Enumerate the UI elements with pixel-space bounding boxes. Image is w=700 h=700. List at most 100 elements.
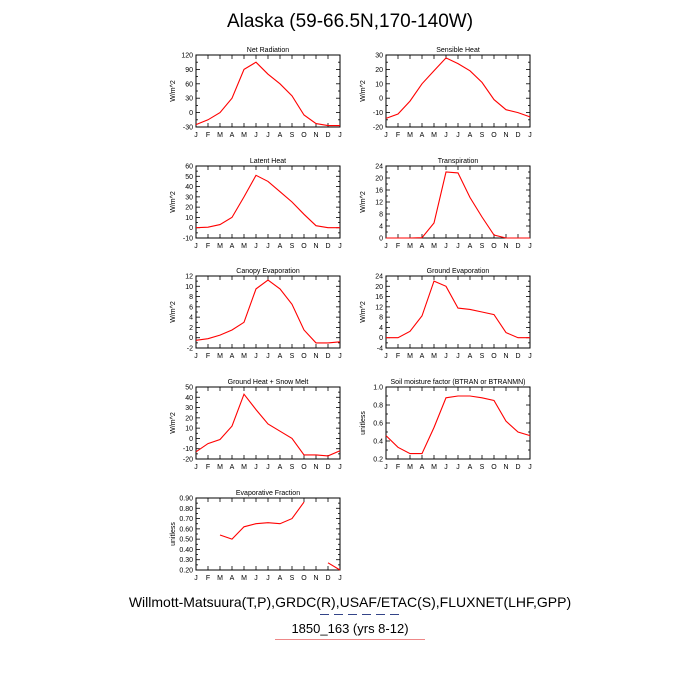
x-tick-label: A bbox=[278, 132, 283, 139]
series-line bbox=[195, 61, 340, 127]
x-tick-label: J bbox=[528, 353, 532, 360]
x-tick-label: D bbox=[515, 464, 520, 471]
series-line bbox=[195, 393, 341, 457]
y-tick-label: 30 bbox=[185, 96, 193, 103]
x-tick-label: J bbox=[254, 243, 258, 250]
y-tick-label: 12 bbox=[185, 274, 193, 281]
y-tick-label: 16 bbox=[375, 294, 383, 301]
y-tick-label: 12 bbox=[375, 200, 383, 207]
y-tick-label: 24 bbox=[375, 164, 383, 171]
panel-title: Soil moisture factor (BTRAN or BTRANMN) bbox=[391, 379, 526, 386]
x-tick-label: D bbox=[515, 243, 520, 250]
y-tick-label: 60 bbox=[185, 164, 193, 171]
y-tick-label: 0.30 bbox=[179, 557, 193, 564]
y-tick-label: 10 bbox=[185, 426, 193, 433]
y-tick-label: 4 bbox=[379, 325, 383, 332]
y-tick-label: 40 bbox=[185, 395, 193, 402]
caption-underline-dash bbox=[390, 614, 399, 615]
x-tick-label: M bbox=[407, 132, 413, 139]
x-tick-label: M bbox=[241, 575, 247, 582]
y-tick-label: 0.70 bbox=[179, 516, 193, 523]
x-tick-label: M bbox=[431, 464, 437, 471]
x-tick-label: J bbox=[194, 464, 198, 471]
x-tick-label: O bbox=[301, 464, 307, 471]
y-tick-label: 0 bbox=[189, 110, 193, 117]
x-tick-label: A bbox=[230, 575, 235, 582]
x-tick-label: O bbox=[301, 243, 307, 250]
y-tick-label: 0.2 bbox=[373, 457, 383, 464]
y-tick-label: -2 bbox=[187, 346, 193, 353]
series-line bbox=[385, 395, 531, 455]
x-tick-label: J bbox=[456, 353, 460, 360]
x-tick-label: F bbox=[206, 464, 210, 471]
x-tick-label: F bbox=[396, 132, 400, 139]
x-tick-label: M bbox=[431, 353, 437, 360]
x-tick-label: S bbox=[480, 132, 485, 139]
y-tick-label: 0.20 bbox=[179, 568, 193, 575]
y-tick-label: 20 bbox=[185, 205, 193, 212]
y-tick-label: 30 bbox=[375, 53, 383, 60]
y-tick-label: 20 bbox=[375, 176, 383, 183]
x-tick-label: D bbox=[325, 243, 330, 250]
y-tick-label: -20 bbox=[183, 457, 193, 464]
x-tick-label: J bbox=[254, 132, 258, 139]
data-sources-caption: Willmott-Matsuura(T,P),GRDC(R),USAF/ETAC… bbox=[128, 594, 572, 610]
x-tick-label: J bbox=[194, 132, 198, 139]
y-tick-label: 90 bbox=[185, 67, 193, 74]
x-tick-label: M bbox=[407, 353, 413, 360]
x-tick-label: M bbox=[407, 464, 413, 471]
x-tick-label: S bbox=[480, 353, 485, 360]
x-tick-label: O bbox=[491, 464, 497, 471]
x-tick-label: J bbox=[444, 132, 448, 139]
x-tick-label: O bbox=[491, 132, 497, 139]
x-tick-label: M bbox=[217, 575, 223, 582]
y-tick-label: 4 bbox=[189, 315, 193, 322]
x-tick-label: D bbox=[325, 132, 330, 139]
x-tick-label: S bbox=[290, 464, 295, 471]
x-tick-label: M bbox=[241, 132, 247, 139]
panel-title: Canopy Evaporation bbox=[236, 268, 300, 275]
y-tick-label: 120 bbox=[181, 53, 193, 60]
x-tick-label: S bbox=[290, 243, 295, 250]
x-tick-label: M bbox=[217, 353, 223, 360]
plot-frame bbox=[385, 275, 531, 349]
x-tick-label: J bbox=[384, 132, 388, 139]
x-tick-label: J bbox=[456, 464, 460, 471]
x-tick-label: J bbox=[266, 243, 270, 250]
x-tick-label: D bbox=[515, 353, 520, 360]
y-tick-label: 0.4 bbox=[373, 439, 383, 446]
y-tick-label: 0.90 bbox=[179, 496, 193, 503]
x-tick-label: A bbox=[420, 132, 425, 139]
y-tick-label: 12 bbox=[375, 304, 383, 311]
x-tick-label: N bbox=[503, 353, 508, 360]
x-tick-label: O bbox=[491, 243, 497, 250]
x-tick-label: M bbox=[217, 132, 223, 139]
y-tick-label: 0 bbox=[189, 436, 193, 443]
x-tick-label: J bbox=[444, 243, 448, 250]
x-tick-label: N bbox=[313, 243, 318, 250]
caption-underline-dash bbox=[320, 614, 329, 615]
plot-frame bbox=[195, 165, 341, 239]
y-tick-label: 0.50 bbox=[179, 537, 193, 544]
y-tick-label: 50 bbox=[185, 385, 193, 392]
x-tick-label: J bbox=[266, 464, 270, 471]
y-tick-label: 20 bbox=[375, 284, 383, 291]
x-tick-label: A bbox=[468, 132, 473, 139]
y-tick-label: 16 bbox=[375, 188, 383, 195]
x-tick-label: J bbox=[338, 464, 342, 471]
x-tick-label: O bbox=[301, 575, 307, 582]
y-tick-label: 0.80 bbox=[179, 506, 193, 513]
x-tick-label: J bbox=[456, 132, 460, 139]
x-tick-label: N bbox=[503, 132, 508, 139]
x-tick-label: J bbox=[384, 353, 388, 360]
x-tick-label: A bbox=[420, 464, 425, 471]
y-tick-label: 4 bbox=[379, 224, 383, 231]
y-tick-label: 2 bbox=[189, 325, 193, 332]
x-tick-label: J bbox=[384, 464, 388, 471]
x-tick-label: M bbox=[217, 464, 223, 471]
